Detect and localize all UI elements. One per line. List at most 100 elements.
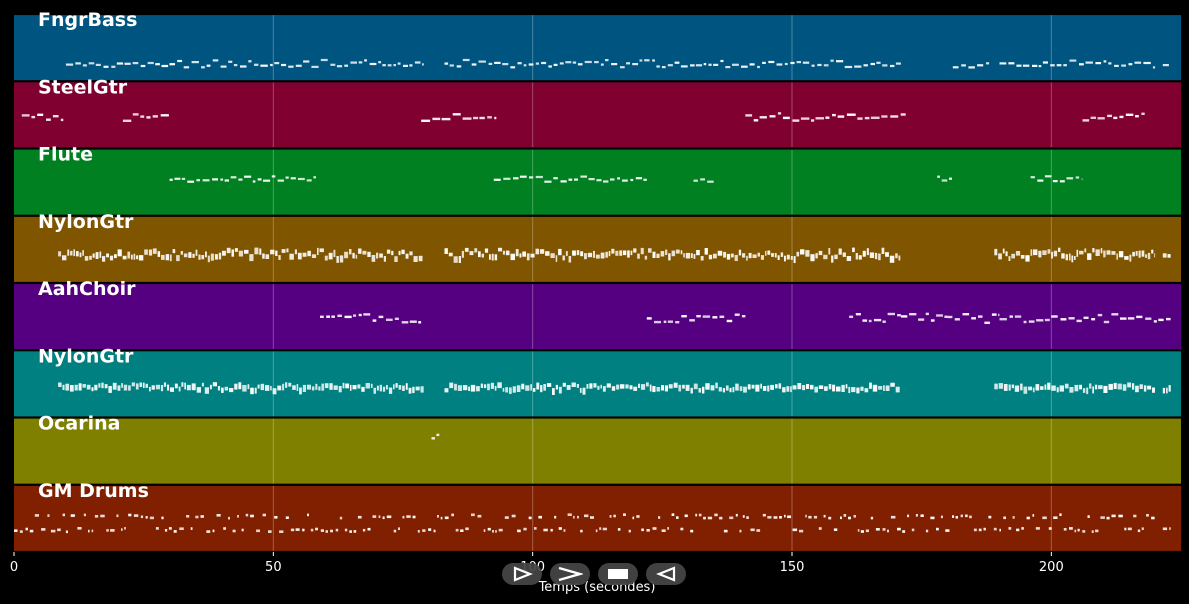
note bbox=[630, 178, 634, 182]
note bbox=[802, 385, 806, 391]
note bbox=[358, 61, 363, 64]
note bbox=[720, 59, 724, 63]
note bbox=[288, 382, 292, 387]
note bbox=[713, 63, 719, 66]
note bbox=[983, 527, 986, 531]
note bbox=[151, 385, 155, 390]
note bbox=[160, 385, 164, 392]
note bbox=[494, 385, 497, 391]
note bbox=[806, 384, 810, 389]
note bbox=[675, 249, 680, 254]
note bbox=[1151, 249, 1154, 254]
note bbox=[552, 388, 555, 395]
note bbox=[656, 253, 660, 258]
note bbox=[232, 529, 236, 533]
note bbox=[478, 60, 486, 63]
note bbox=[19, 530, 23, 533]
note bbox=[1134, 61, 1142, 64]
note bbox=[865, 529, 869, 533]
note bbox=[169, 254, 172, 262]
note bbox=[771, 253, 774, 257]
note bbox=[186, 515, 190, 518]
note bbox=[535, 248, 539, 255]
note bbox=[387, 64, 392, 67]
note bbox=[690, 529, 694, 533]
note bbox=[824, 386, 828, 391]
note bbox=[530, 384, 532, 391]
note bbox=[487, 527, 491, 531]
note bbox=[962, 313, 970, 316]
note bbox=[205, 251, 207, 258]
previous-button[interactable] bbox=[646, 563, 686, 585]
note bbox=[1003, 516, 1006, 520]
x-tick-label: 0 bbox=[10, 560, 18, 575]
note bbox=[310, 528, 314, 532]
note bbox=[170, 387, 174, 392]
note bbox=[918, 318, 925, 321]
note bbox=[882, 320, 886, 323]
note bbox=[1061, 253, 1065, 259]
note bbox=[1127, 382, 1132, 388]
note bbox=[216, 514, 221, 517]
note bbox=[652, 251, 656, 258]
note bbox=[949, 177, 952, 180]
next-button[interactable] bbox=[550, 563, 590, 585]
note bbox=[257, 178, 262, 181]
note bbox=[270, 63, 273, 67]
note bbox=[186, 384, 191, 391]
note bbox=[513, 177, 519, 180]
note bbox=[344, 528, 348, 532]
note bbox=[393, 384, 395, 390]
note bbox=[978, 315, 983, 318]
note bbox=[588, 178, 595, 181]
note bbox=[811, 64, 815, 67]
note bbox=[206, 530, 211, 533]
note bbox=[1056, 387, 1059, 393]
note bbox=[409, 320, 417, 323]
note bbox=[860, 386, 864, 391]
note bbox=[1141, 527, 1144, 530]
note bbox=[398, 385, 402, 390]
note bbox=[469, 251, 474, 256]
note bbox=[228, 60, 233, 63]
note bbox=[65, 383, 70, 391]
note bbox=[696, 315, 701, 318]
note bbox=[573, 515, 575, 519]
note bbox=[616, 384, 620, 390]
note bbox=[1113, 382, 1117, 389]
note bbox=[352, 385, 357, 390]
note bbox=[91, 387, 94, 392]
note bbox=[834, 254, 838, 260]
note bbox=[46, 118, 51, 121]
note bbox=[994, 248, 998, 256]
note bbox=[364, 59, 367, 62]
note bbox=[1063, 64, 1067, 67]
note bbox=[576, 250, 580, 256]
back-outline-icon bbox=[656, 566, 676, 582]
note bbox=[1023, 386, 1028, 394]
note bbox=[587, 252, 593, 258]
note bbox=[31, 115, 36, 119]
note bbox=[123, 384, 128, 391]
note bbox=[656, 387, 661, 392]
note bbox=[723, 251, 727, 258]
note bbox=[909, 313, 917, 316]
stop-button[interactable] bbox=[598, 563, 638, 585]
note bbox=[75, 251, 79, 257]
note bbox=[848, 516, 851, 520]
note bbox=[536, 382, 540, 390]
note bbox=[82, 384, 86, 388]
note bbox=[698, 513, 702, 517]
note bbox=[195, 249, 198, 256]
note bbox=[60, 118, 64, 122]
note bbox=[952, 66, 959, 69]
note bbox=[379, 253, 383, 258]
note bbox=[52, 115, 59, 118]
note bbox=[869, 252, 875, 258]
play-outline-button[interactable] bbox=[502, 563, 542, 585]
note bbox=[715, 382, 718, 389]
note bbox=[244, 249, 249, 254]
note bbox=[1020, 383, 1023, 391]
note bbox=[394, 317, 399, 320]
note bbox=[741, 65, 748, 68]
